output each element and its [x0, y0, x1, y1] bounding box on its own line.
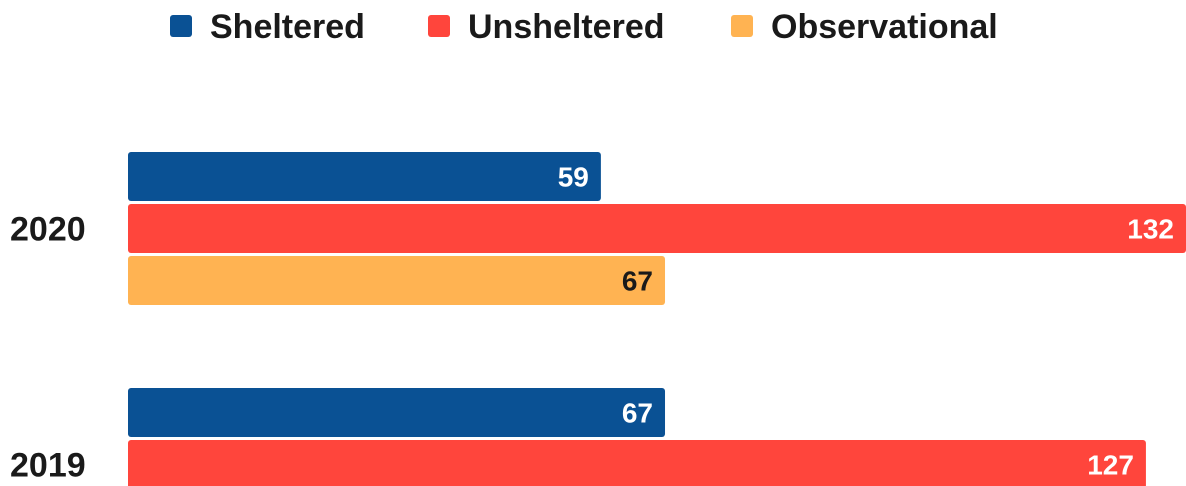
bar-value-label-unsheltered-2020: 132	[1127, 214, 1174, 245]
bar-value-label-observational-2020: 67	[622, 266, 653, 297]
bar-value-label-sheltered-2020: 59	[558, 162, 589, 193]
bar-unsheltered-2020	[128, 204, 1186, 253]
chart-legend: Sheltered Unsheltered Observational	[170, 8, 998, 46]
bar-observational-2020	[128, 256, 666, 305]
category-label-2020: 2020	[10, 211, 86, 249]
bars: 59 132 67 67 127	[128, 152, 1186, 486]
legend-swatch-observational	[731, 15, 753, 37]
legend-swatch-sheltered	[170, 15, 192, 37]
category-labels: 2020 2019	[10, 211, 86, 485]
bar-unsheltered-2019	[128, 440, 1146, 486]
bar-sheltered-2020	[128, 152, 601, 201]
legend-label-sheltered: Sheltered	[210, 8, 365, 46]
category-label-2019: 2019	[10, 447, 86, 485]
bar-sheltered-2019	[128, 388, 666, 437]
legend-label-observational: Observational	[771, 8, 998, 46]
bar-value-label-sheltered-2019: 67	[622, 398, 653, 429]
legend-swatch-unsheltered	[428, 15, 450, 37]
legend-label-unsheltered: Unsheltered	[468, 8, 665, 46]
bar-value-label-unsheltered-2019: 127	[1087, 450, 1134, 481]
